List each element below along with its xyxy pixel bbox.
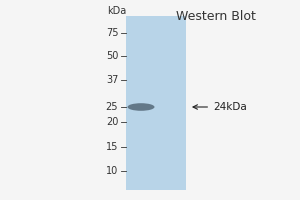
Text: 50: 50	[106, 51, 118, 61]
Text: 15: 15	[106, 142, 118, 152]
Text: 25: 25	[106, 102, 118, 112]
Text: 24kDa: 24kDa	[193, 102, 247, 112]
Bar	[126, 16, 186, 190]
Text: 20: 20	[106, 117, 118, 127]
Ellipse shape	[128, 103, 154, 111]
Text: 37: 37	[106, 75, 118, 85]
Text: Western Blot: Western Blot	[176, 10, 256, 23]
Text: 10: 10	[106, 166, 118, 176]
Text: 75: 75	[106, 28, 118, 38]
Text: kDa: kDa	[107, 6, 127, 16]
